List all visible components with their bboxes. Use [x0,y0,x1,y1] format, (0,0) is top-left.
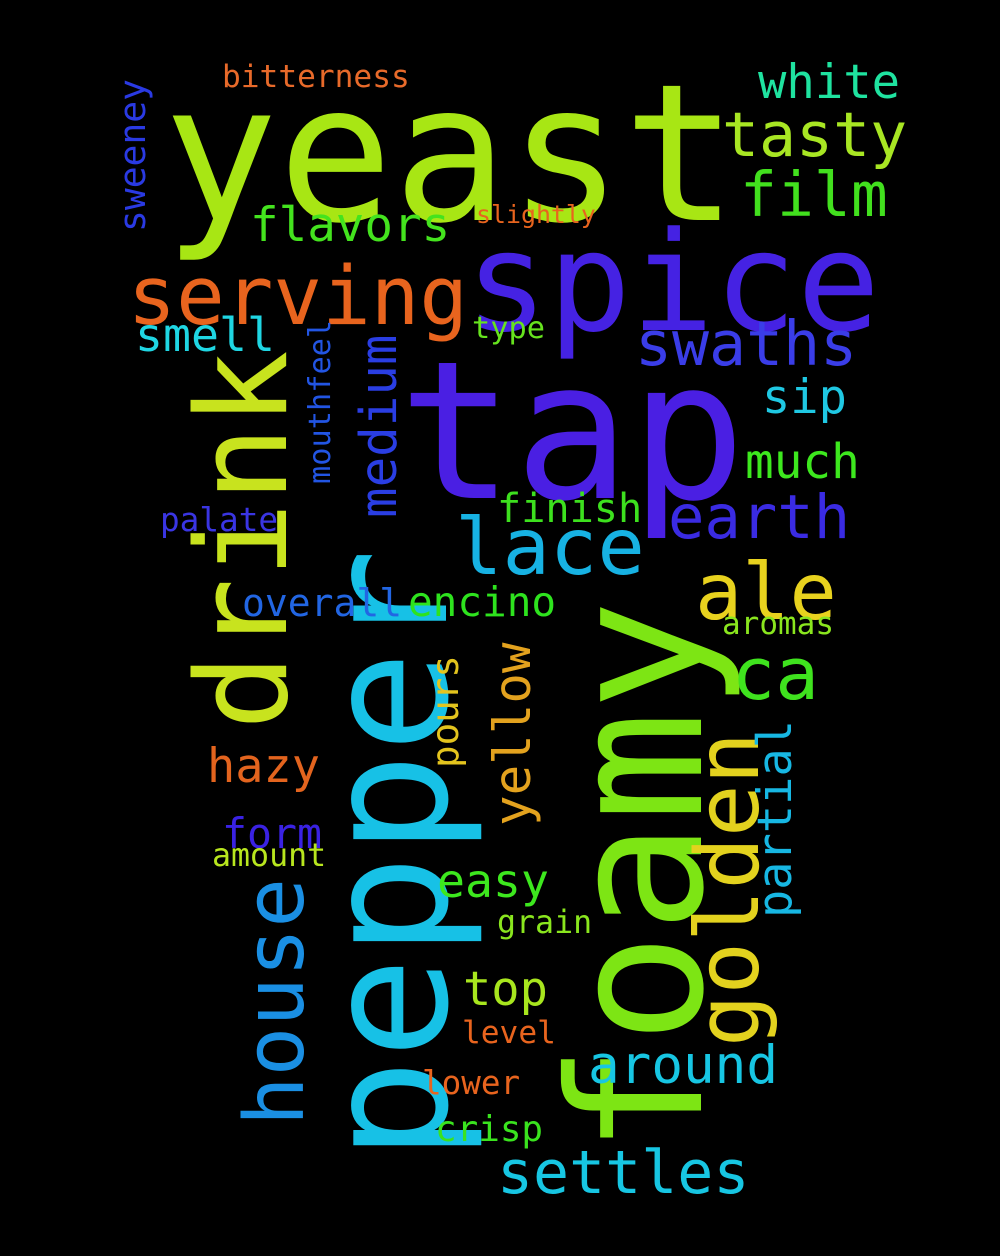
word-overall: overall [242,580,403,625]
word-easy: easy [437,853,549,908]
word-sweeney: sweeney [111,78,154,232]
word-encino: encino [408,578,557,626]
word-pours: pours [423,655,467,768]
word-bitterness: bitterness [222,58,410,95]
word-crisp: crisp [435,1108,544,1150]
word-settles: settles [497,1138,750,1208]
word-top: top [463,961,548,1017]
word-medium: medium [348,334,408,519]
word-level: level [462,1014,556,1051]
word-film: film [740,160,888,231]
word-ale: ale [695,546,837,638]
word-finish: finish [497,486,643,532]
word-mouthfeel: mouthfeel [302,319,338,484]
word-palate: palate [160,500,279,539]
word-yeast: yeast [163,43,738,266]
word-sip: sip [762,370,847,425]
word-hazy: hazy [207,739,320,794]
word-smell: smell [135,308,275,362]
word-amount: amount [212,838,327,874]
word-serving: serving [127,250,469,344]
word-slightly: slightly [476,200,596,229]
word-much: much [745,434,860,490]
word-grain: grain [497,905,593,941]
word-swaths: swaths [635,307,858,380]
word-lace: lace [455,501,645,593]
word-white: white [758,55,901,110]
word-partial: partial [747,719,803,918]
word-form: form [222,809,322,858]
word-around: around [588,1034,778,1096]
word-earth: earth [668,482,851,553]
word-ca: ca [731,632,819,717]
word-drink: drink [169,350,316,730]
word-aromas: aromas [722,605,834,642]
word-house: house [227,877,323,1126]
word-yellow: yellow [482,642,542,827]
word-spice: spice [465,202,881,363]
word-flavors: flavors [250,197,451,253]
word-tasty: tasty [722,98,908,171]
word-type: type [472,311,545,346]
word-tap: tap [398,320,746,544]
word-lower: lower [422,1063,521,1102]
